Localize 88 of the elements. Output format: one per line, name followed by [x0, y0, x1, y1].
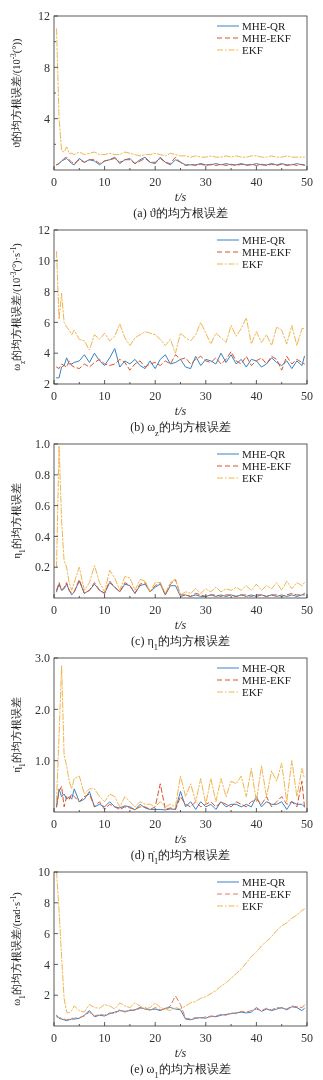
x-axis-title: t/s	[174, 190, 187, 204]
x-tick-label: 0	[51, 1031, 57, 1045]
y-tick-label: 0.4	[35, 529, 50, 544]
x-tick-label: 20	[149, 1031, 162, 1045]
line-series	[56, 995, 305, 1021]
line-series	[56, 1006, 305, 1022]
x-tick-label: 10	[98, 817, 111, 831]
legend-label: EKF	[242, 257, 263, 270]
legend-label: EKF	[242, 899, 263, 912]
x-tick-label: 10	[98, 175, 111, 189]
x-tick-label: 0	[51, 175, 57, 189]
x-axis-title: t/s	[174, 832, 187, 846]
line-series	[56, 348, 305, 379]
x-tick-label: 10	[98, 389, 111, 403]
x-tick-label: 50	[301, 175, 313, 189]
x-axis-title: t/s	[174, 404, 187, 418]
line-series	[56, 872, 305, 1014]
legend-label: MHE-EKF	[242, 31, 291, 44]
y-tick-label: 6	[44, 315, 50, 330]
x-tick-label: 40	[250, 817, 263, 831]
y-tick-label: 12	[38, 9, 50, 24]
text: (e) ω$_{1}$的均方根误差	[130, 1062, 231, 1080]
x-tick-label: 30	[199, 817, 212, 831]
x-tick-label: 40	[250, 1031, 263, 1045]
x-axis-title: t/s	[174, 1046, 187, 1060]
x-tick-label: 40	[250, 175, 263, 189]
y-tick-label: 8	[44, 284, 50, 299]
line-series	[56, 788, 305, 811]
x-tick-label: 10	[98, 603, 111, 617]
x-tick-label: 50	[301, 1031, 313, 1045]
x-tick-label: 20	[149, 389, 162, 403]
legend-label: EKF	[242, 43, 263, 56]
x-tick-label: 30	[199, 389, 212, 403]
x-tick-label: 30	[199, 175, 212, 189]
y-tick-label: 2	[44, 988, 50, 1003]
line-series	[56, 445, 305, 596]
y-tick-label: 2.0	[35, 702, 50, 717]
y-tick-label: 0.6	[35, 498, 50, 513]
legend-label: MHE-EKF	[242, 245, 291, 258]
y-tick-label: 1.0	[35, 753, 50, 768]
line-series	[56, 251, 305, 354]
legend-label: MHE-QR	[242, 875, 287, 888]
y-tick-label: 0.8	[35, 468, 50, 482]
y-tick-label: 10	[38, 254, 50, 268]
y-tick-label: 2	[44, 377, 50, 392]
legend-label: MHE-QR	[242, 447, 287, 460]
x-tick-label: 40	[250, 389, 263, 403]
y-tick-label: 3.0	[35, 651, 50, 666]
text: (a) ϑ的均方根误差	[133, 206, 228, 220]
x-tick-label: 10	[98, 1031, 111, 1045]
y-tick-label: 8	[44, 896, 50, 910]
y-tick-label: 4	[44, 111, 50, 126]
x-tick-label: 20	[149, 175, 162, 189]
text: (d) η̇$_{1}$的均方根误差	[130, 848, 231, 866]
y-tick-label: 8	[44, 60, 50, 75]
y-tick-label: 0.2	[35, 560, 50, 575]
x-tick-label: 20	[149, 603, 162, 617]
y-tick-label: 1.0	[35, 437, 50, 452]
legend-label: MHE-EKF	[242, 459, 291, 472]
x-axis-title: t/s	[174, 618, 187, 632]
x-tick-label: 50	[301, 817, 313, 831]
legend-label: MHE-QR	[242, 233, 287, 246]
line-series	[56, 665, 305, 808]
x-tick-label: 50	[301, 389, 313, 403]
y-tick-label: 4	[44, 346, 50, 361]
y-tick-label: 12	[38, 223, 50, 238]
legend-label: MHE-EKF	[242, 887, 291, 900]
legend-label: EKF	[242, 471, 263, 484]
line-series	[56, 156, 305, 166]
y-tick-label: 6	[44, 926, 50, 941]
legend-label: MHE-EKF	[242, 673, 291, 686]
line-series	[56, 351, 305, 371]
legend-label: MHE-QR	[242, 661, 287, 674]
x-tick-label: 30	[199, 1031, 212, 1045]
legend-label: MHE-QR	[242, 19, 287, 32]
x-tick-label: 50	[301, 603, 313, 617]
x-tick-label: 0	[51, 817, 57, 831]
line-series	[56, 780, 305, 810]
y-tick-label: 4	[44, 957, 50, 972]
x-tick-label: 20	[149, 817, 162, 831]
x-tick-label: 0	[51, 389, 57, 403]
x-tick-label: 30	[199, 603, 212, 617]
x-tick-label: 0	[51, 603, 57, 617]
x-tick-label: 40	[250, 603, 263, 617]
y-tick-label: 10	[38, 865, 50, 880]
text: (b) ω$_{z}$的均方根误差	[130, 420, 231, 438]
text: (c) η$_{1}$的均方根误差	[131, 634, 230, 652]
legend-label: EKF	[242, 685, 263, 698]
